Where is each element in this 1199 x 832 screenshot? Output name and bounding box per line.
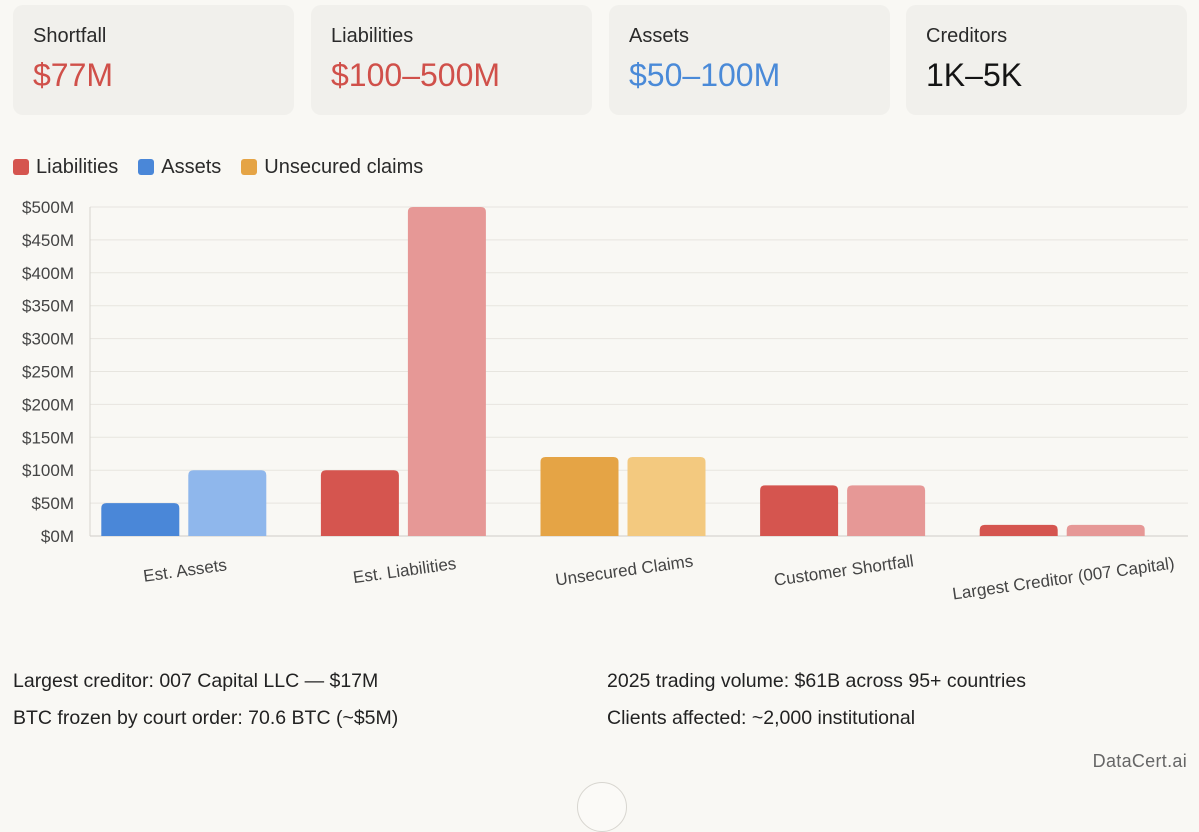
card-label: Creditors: [926, 25, 1008, 47]
card-label: Assets: [629, 25, 690, 47]
legend-item-unsecured-claims[interactable]: Unsecured claims: [241, 156, 423, 179]
y-tick-label: $350M: [22, 297, 74, 316]
y-tick-label: $50M: [31, 494, 74, 513]
legend-swatch: [138, 159, 155, 175]
x-category-label: Est. Assets: [142, 555, 228, 586]
bar-low: [320, 470, 399, 536]
bar-low: [760, 485, 839, 536]
y-tick-label: $450M: [22, 231, 74, 250]
card-value: $100–500M: [331, 57, 501, 93]
legend-item-liabilities[interactable]: Liabilities: [13, 156, 118, 179]
footer-trading-volume: 2025 trading volume: $61B across 95+ cou…: [607, 670, 1026, 692]
legend-label: Assets: [161, 155, 222, 178]
scroll-button[interactable]: [577, 782, 627, 832]
x-category-label: Unsecured Claims: [554, 551, 694, 589]
x-category-label: Customer Shortfall: [773, 551, 915, 589]
footer-clients-affected: Clients affected: ~2,000 institutional: [607, 707, 916, 729]
card-shortfall: Shortfall $77M: [13, 5, 294, 115]
brand-watermark: DataCert.ai: [1092, 751, 1187, 771]
card-label: Shortfall: [33, 25, 107, 47]
legend-swatch: [13, 159, 29, 175]
summary-cards: Shortfall $77M Liabilities $100–500M Ass…: [13, 5, 1189, 115]
card-value: $50–100M: [629, 57, 781, 93]
y-tick-label: $150M: [22, 428, 74, 447]
y-tick-label: $500M: [22, 198, 74, 217]
legend-label: Unsecured claims: [264, 155, 424, 178]
card-creditors: Creditors 1K–5K: [906, 5, 1187, 115]
card-assets: Assets $50–100M: [609, 5, 890, 115]
card-liabilities: Liabilities $100–500M: [311, 5, 592, 115]
legend-label: Liabilities: [36, 155, 119, 178]
bar-high: [407, 207, 486, 536]
bar-high: [188, 470, 267, 536]
bar-high: [847, 485, 926, 536]
x-category-label: Largest Creditor (007 Capital): [951, 554, 1175, 604]
footer-btc-frozen: BTC frozen by court order: 70.6 BTC (~$5…: [13, 707, 399, 729]
footer-largest-creditor: Largest creditor: 007 Capital LLC — $17M: [13, 670, 379, 692]
bar-chart: $0M $50M $100M $150M $200M $250M $300M $350M $40…: [22, 198, 1188, 604]
card-value: 1K–5K: [926, 57, 1023, 93]
card-label: Liabilities: [331, 25, 414, 47]
y-tick-label: $250M: [22, 363, 74, 382]
legend-swatch: [241, 159, 258, 175]
x-category-label: Est. Liabilities: [352, 554, 458, 587]
bar-low: [540, 457, 619, 536]
y-tick-label: $100M: [22, 461, 74, 480]
legend-item-assets[interactable]: Assets: [138, 156, 221, 179]
card-value: $77M: [33, 57, 114, 93]
y-tick-label: $0M: [41, 527, 74, 546]
bar-low: [979, 524, 1058, 536]
bar-low: [101, 503, 180, 536]
bar-high: [627, 457, 706, 536]
chart-legend: Liabilities Assets Unsecured claims: [13, 153, 443, 181]
y-tick-label: $200M: [22, 395, 74, 414]
y-tick-label: $300M: [22, 330, 74, 349]
bar-high: [1066, 524, 1145, 536]
y-tick-label: $400M: [22, 264, 74, 283]
